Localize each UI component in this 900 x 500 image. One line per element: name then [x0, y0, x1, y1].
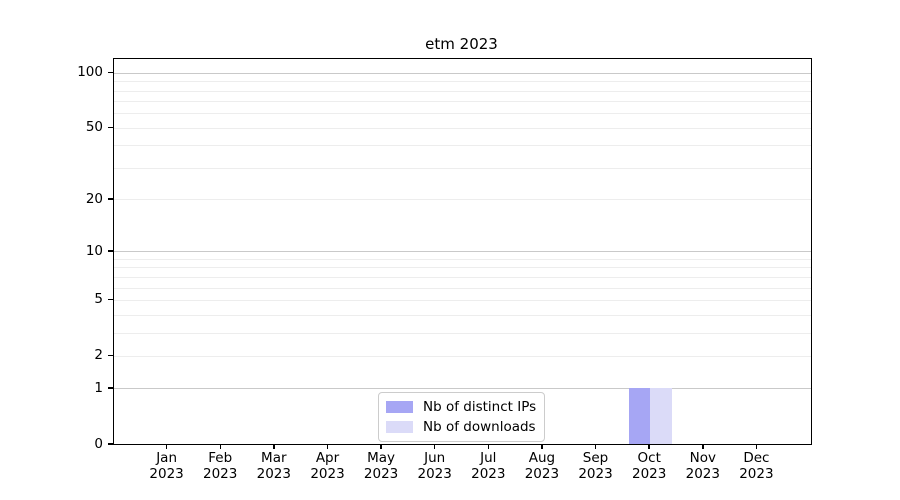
y-tick-label: 0 [94, 435, 103, 452]
x-tick-label: Nov 2023 [685, 450, 720, 482]
y-tick-mark [108, 250, 113, 252]
gridline [114, 90, 811, 92]
y-tick-mark [108, 126, 113, 129]
plot-area: Nb of distinct IPs Nb of downloads [113, 58, 812, 445]
x-tick-mark [541, 444, 543, 449]
gridline [114, 276, 811, 278]
gridline [114, 388, 811, 390]
bar-oct-2023-s1 [650, 388, 672, 444]
gridline [114, 287, 811, 289]
legend-row-downloads: Nb of downloads [386, 418, 536, 435]
legend-swatch-distinct-ips [386, 400, 413, 413]
x-tick-mark [648, 444, 650, 449]
legend-row-distinct-ips: Nb of distinct IPs [386, 398, 536, 415]
y-tick-label: 2 [94, 347, 103, 364]
legend: Nb of distinct IPs Nb of downloads [378, 392, 545, 442]
y-tick-label: 20 [85, 190, 103, 207]
y-tick-mark [108, 443, 113, 445]
legend-label-downloads: Nb of downloads [423, 418, 536, 435]
x-tick-label: Aug 2023 [524, 450, 560, 482]
x-tick-label: Feb 2023 [203, 450, 238, 482]
y-tick-label: 5 [94, 291, 103, 308]
gridline [114, 81, 811, 83]
x-tick-label: Jan 2023 [149, 450, 184, 482]
x-tick-label: May 2023 [363, 450, 399, 482]
x-tick-mark [219, 444, 221, 449]
gridline [114, 101, 811, 103]
legend-label-distinct-ips: Nb of distinct IPs [423, 398, 537, 415]
x-tick-mark [326, 444, 329, 449]
gridline [114, 314, 811, 316]
x-tick-mark [380, 444, 382, 449]
y-tick-label: 100 [77, 64, 103, 81]
x-tick-mark [433, 444, 436, 449]
gridline [114, 72, 811, 74]
x-tick-label: Jul 2023 [471, 450, 506, 482]
gridline [114, 299, 811, 301]
gridline [114, 355, 811, 357]
legend-swatch-downloads [386, 420, 413, 433]
x-tick-label: Apr 2023 [310, 450, 345, 482]
y-tick-label: 10 [85, 242, 103, 259]
x-tick-label: Sep 2023 [578, 450, 613, 482]
y-tick-mark [108, 354, 113, 357]
x-tick-mark [755, 444, 758, 449]
gridline [114, 167, 811, 169]
y-tick-mark [108, 387, 113, 389]
y-tick-label: 50 [85, 119, 103, 136]
x-tick-label: Mar 2023 [256, 450, 291, 482]
gridline [114, 145, 811, 147]
gridline [114, 258, 811, 260]
x-tick-mark [702, 444, 704, 449]
x-tick-label: Dec 2023 [739, 450, 774, 482]
gridline [114, 113, 811, 115]
x-tick-label: Oct 2023 [632, 450, 667, 482]
gridline [114, 267, 811, 269]
y-tick-label: 1 [94, 379, 103, 396]
gridline [114, 127, 811, 129]
y-tick-mark [108, 198, 113, 200]
gridline [114, 332, 811, 334]
y-tick-mark [108, 71, 113, 74]
y-tick-mark [108, 298, 113, 301]
x-tick-label: Jun 2023 [417, 450, 452, 482]
gridline [114, 199, 811, 201]
x-tick-mark [487, 444, 490, 449]
x-tick-mark [165, 444, 168, 449]
gridline [114, 251, 811, 253]
x-tick-mark [273, 444, 275, 449]
bar-oct-2023-s0 [628, 388, 651, 444]
chart-title: etm 2023 [425, 35, 498, 53]
x-tick-mark [594, 444, 597, 449]
